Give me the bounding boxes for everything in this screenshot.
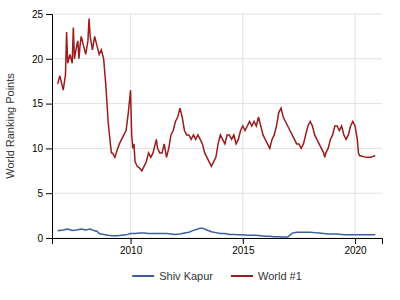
tick: 2015 [232,238,255,256]
tick-mark [355,238,356,244]
grid-line [52,58,382,59]
tick-mark [46,148,52,149]
legend-item: World #1 [231,270,302,282]
tick-label: 2015 [232,245,255,256]
tick: 25 [32,9,52,20]
chart: 2010 2015 2020 0 5 10 15 20 25 World Ranking Poin… [0,0,400,300]
tick-mark [46,59,52,60]
tick-label: 10 [32,143,44,154]
tick-mark [46,104,52,105]
tick: 15 [32,98,52,109]
grid-line [52,103,382,104]
tick: 0 [37,233,52,244]
tick-mark [46,193,52,194]
tick-label: 25 [32,9,44,20]
tick-mark [243,238,244,244]
tick: 2010 [120,238,143,256]
legend-item: Shiv Kapur [132,270,213,282]
legend-swatch [132,275,154,277]
series-line [58,228,376,237]
plot-area: 2010 2015 2020 0 5 10 15 20 25 [32,9,383,256]
tick-mark [131,238,132,244]
lines [58,18,376,237]
tick-label: 0 [37,233,43,244]
tick-mark [46,238,52,239]
tick-label: 5 [37,188,43,199]
grid-line [52,14,382,15]
grid-line [52,193,382,194]
tick: 2020 [344,238,367,256]
axis-line [53,239,383,245]
legend-label: Shiv Kapur [159,270,213,282]
tick-mark [46,14,52,15]
series-line [58,18,376,170]
legend-swatch [231,275,253,277]
x-axis: 2010 2015 2020 [53,238,383,256]
legend-label: World #1 [258,270,302,282]
tick: 20 [32,54,52,65]
tick: 10 [32,143,52,154]
legend: Shiv Kapur World #1 [132,270,302,282]
y-axis: 0 5 10 15 20 25 [32,9,53,244]
tick-label: 20 [32,54,44,65]
y-axis-title: World Ranking Points [4,73,16,179]
tick-label: 15 [32,98,44,109]
tick-label: 2020 [344,245,367,256]
tick-label: 2010 [120,245,143,256]
axis-line [46,15,53,239]
tick: 5 [37,188,52,199]
grid [52,14,382,238]
